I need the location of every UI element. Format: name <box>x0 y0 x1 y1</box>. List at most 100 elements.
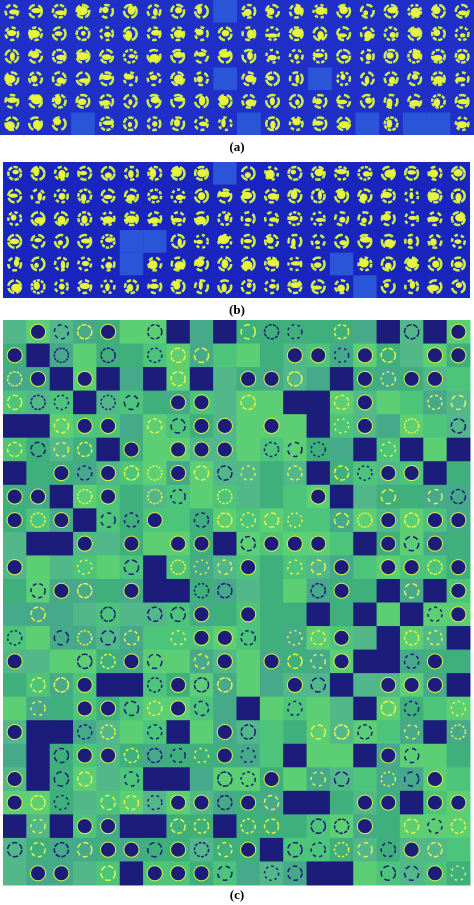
feature-blob <box>267 259 280 267</box>
feature-cell <box>96 367 121 392</box>
feature-ring <box>51 93 67 109</box>
feature-ring <box>333 465 350 481</box>
feature-blob <box>356 794 373 811</box>
feature-cell <box>73 320 97 345</box>
feature-ring <box>287 279 303 295</box>
feature-ring <box>336 26 352 42</box>
feature-ring <box>454 116 470 132</box>
feature-cell <box>283 837 308 862</box>
feature-cell <box>166 743 191 768</box>
feature-ring <box>217 279 233 295</box>
feature-cell <box>49 673 74 698</box>
feature-ring <box>122 116 138 132</box>
feature-blob <box>339 5 348 15</box>
feature-blob <box>333 629 350 646</box>
feature-blob <box>389 31 396 38</box>
feature-cell <box>399 531 424 556</box>
feature-cell <box>306 814 331 839</box>
feature-blob <box>430 238 437 246</box>
feature-ring <box>170 488 186 505</box>
feature-ring <box>359 48 375 64</box>
feature-blob <box>198 280 203 290</box>
feature-ring <box>430 3 447 19</box>
feature-cell <box>376 367 401 392</box>
feature-cell <box>213 343 237 368</box>
feature-blob <box>450 347 467 364</box>
feature-cell <box>259 861 284 886</box>
feature-ring <box>147 279 163 295</box>
feature-cell <box>96 555 121 580</box>
feature-ring <box>123 794 140 811</box>
feature-blob <box>380 535 397 552</box>
feature-cell <box>3 814 27 839</box>
feature-blob <box>312 53 324 58</box>
feature-cell <box>306 673 331 698</box>
feature-ring <box>30 606 46 623</box>
feature-ring <box>240 256 256 272</box>
feature-blob <box>426 535 444 552</box>
feature-ring <box>287 165 303 181</box>
feature-cell <box>283 814 308 839</box>
feature-cell <box>259 790 284 815</box>
feature-cell <box>119 414 144 439</box>
feature-blob <box>195 28 204 36</box>
feature-cell <box>73 461 97 486</box>
feature-blob <box>362 171 371 177</box>
feature-ring <box>404 233 420 249</box>
feature-cell <box>329 531 354 556</box>
feature-ring <box>217 794 233 811</box>
feature-ring <box>383 26 399 42</box>
feature-cell <box>259 461 284 486</box>
feature-cell <box>26 626 51 651</box>
feature-cell <box>143 602 167 627</box>
feature-cell <box>213 602 237 627</box>
feature-blob <box>79 282 91 290</box>
feature-blob <box>241 191 253 200</box>
feature-ring <box>240 188 256 204</box>
feature-cell <box>399 790 424 815</box>
feature-blob <box>198 121 208 127</box>
feature-blob <box>295 74 300 84</box>
feature-blob <box>456 121 468 129</box>
feature-ring <box>6 630 23 646</box>
feature-ring <box>380 841 397 858</box>
feature-cell <box>73 602 97 627</box>
feature-blob <box>455 193 462 202</box>
feature-cell <box>119 390 144 415</box>
feature-blob <box>30 51 40 59</box>
feature-ring <box>240 465 256 481</box>
feature-cell <box>143 367 167 392</box>
feature-ring <box>146 418 163 434</box>
feature-cell <box>353 673 378 698</box>
feature-ring <box>53 256 69 272</box>
feature-blob <box>455 77 466 82</box>
feature-blob <box>80 238 92 244</box>
feature-ring <box>430 26 447 42</box>
feature-blob <box>149 217 160 224</box>
feature-blob <box>10 214 17 221</box>
feature-cell <box>119 367 144 392</box>
feature-ring <box>193 512 210 528</box>
feature-cell <box>189 461 214 486</box>
feature-cell <box>143 767 167 792</box>
feature-cell <box>166 414 191 439</box>
feature-cell <box>376 837 401 862</box>
feature-cell <box>119 767 144 792</box>
feature-blob <box>13 258 20 267</box>
feature-cell <box>26 673 51 698</box>
feature-cell <box>259 673 284 698</box>
feature-blob <box>101 74 112 81</box>
feature-cell <box>143 790 167 815</box>
feature-blob <box>340 54 349 60</box>
feature-cell <box>306 861 331 886</box>
panel-a <box>4 0 470 135</box>
feature-blob <box>175 7 183 14</box>
feature-ring <box>287 441 303 458</box>
feature-cell <box>49 414 74 439</box>
feature-blob <box>193 794 210 811</box>
feature-blob <box>380 559 397 576</box>
feature-ring <box>241 3 257 19</box>
feature-cell <box>96 649 121 674</box>
feature-ring <box>30 677 46 693</box>
feature-blob <box>196 239 203 245</box>
